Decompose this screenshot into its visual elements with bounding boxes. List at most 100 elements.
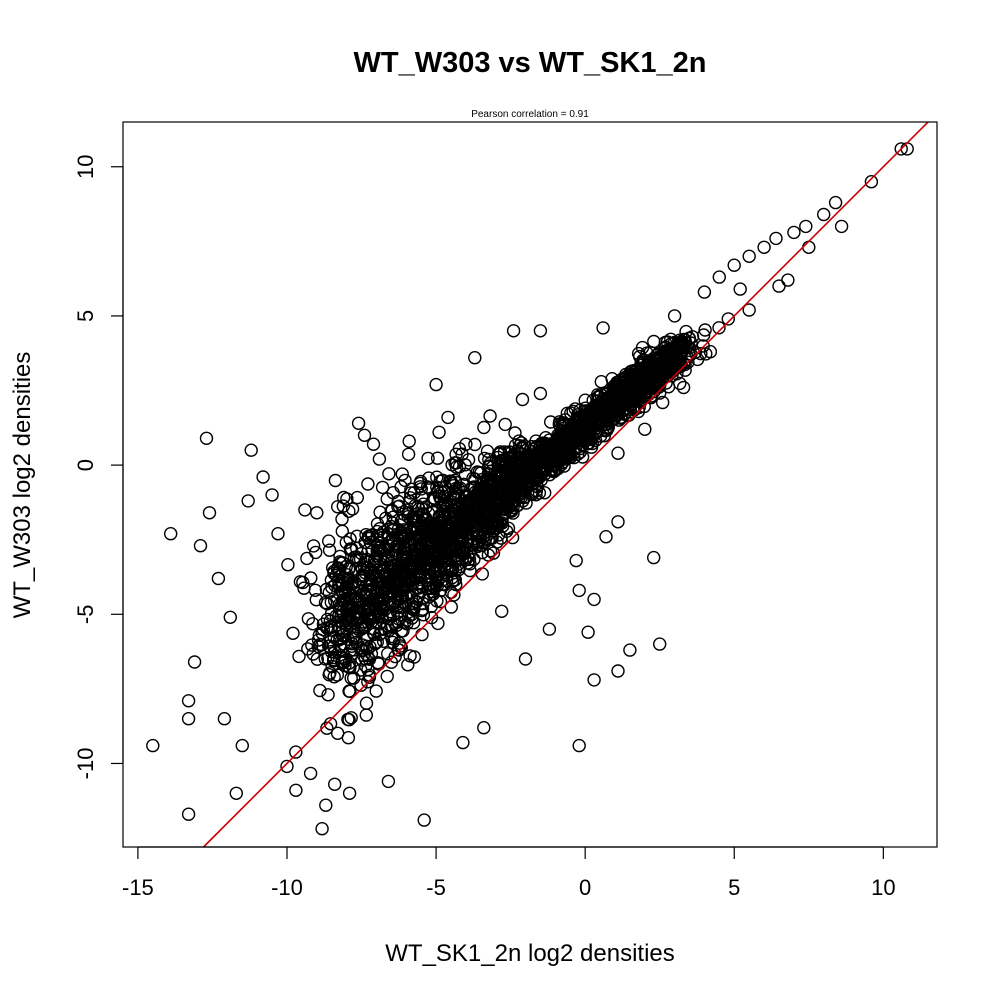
data-point xyxy=(414,520,428,534)
data-point xyxy=(322,534,336,548)
data-point xyxy=(499,483,514,498)
data-point xyxy=(603,406,617,420)
data-point xyxy=(334,598,348,612)
data-point xyxy=(343,643,357,658)
data-point xyxy=(384,504,398,518)
data-point xyxy=(310,506,324,520)
data-point xyxy=(363,566,377,580)
data-point xyxy=(449,577,463,592)
data-point xyxy=(504,498,519,513)
data-point xyxy=(444,600,458,614)
data-point xyxy=(345,502,360,516)
data-point xyxy=(373,552,387,566)
data-point xyxy=(289,783,303,797)
data-point xyxy=(341,712,355,727)
data-point xyxy=(658,340,673,354)
data-point xyxy=(605,372,619,386)
data-point xyxy=(569,553,583,568)
data-point xyxy=(366,437,381,451)
data-point xyxy=(415,627,429,642)
data-point xyxy=(364,647,379,661)
data-point xyxy=(601,397,615,411)
data-point xyxy=(456,735,470,750)
data-point xyxy=(350,490,364,505)
data-point xyxy=(802,240,816,255)
data-point xyxy=(363,584,377,598)
data-point xyxy=(652,369,666,383)
data-point xyxy=(506,500,520,515)
data-point xyxy=(361,662,375,677)
data-point xyxy=(292,649,306,664)
data-point xyxy=(318,652,332,666)
data-point xyxy=(397,551,411,565)
data-point xyxy=(511,479,525,493)
data-point xyxy=(556,447,570,462)
data-point xyxy=(312,628,326,642)
data-point xyxy=(697,328,711,342)
data-point xyxy=(542,622,557,636)
data-point xyxy=(416,497,430,511)
data-point xyxy=(399,554,413,568)
y-tick-label: 0 xyxy=(73,459,98,471)
data-point xyxy=(733,282,747,296)
data-point xyxy=(697,285,712,299)
data-point xyxy=(362,602,377,616)
data-point xyxy=(362,670,377,684)
data-point xyxy=(633,349,647,364)
data-point xyxy=(343,684,357,699)
data-point xyxy=(430,480,444,494)
data-point xyxy=(355,569,369,584)
data-point xyxy=(337,594,351,609)
data-point xyxy=(757,240,771,255)
y-tick-label: -5 xyxy=(73,605,98,625)
data-point xyxy=(656,395,670,410)
data-point xyxy=(596,321,610,335)
dense-point-cloud xyxy=(281,321,726,836)
data-point xyxy=(477,515,491,529)
data-point xyxy=(449,456,464,470)
data-point xyxy=(647,550,661,565)
data-point xyxy=(404,565,418,579)
data-point xyxy=(323,666,337,680)
data-point xyxy=(533,324,548,338)
data-point xyxy=(328,645,342,659)
data-point xyxy=(571,418,585,432)
data-point xyxy=(300,551,314,566)
data-point xyxy=(414,474,428,489)
x-tick-label: -15 xyxy=(122,875,154,900)
data-point xyxy=(331,726,345,740)
data-point xyxy=(586,412,600,426)
data-point xyxy=(557,433,571,447)
data-point xyxy=(493,516,507,530)
data-point xyxy=(649,353,663,367)
data-point xyxy=(373,541,387,555)
data-point xyxy=(799,219,813,234)
data-point xyxy=(289,745,303,759)
data-point xyxy=(647,334,661,349)
y-axis-label: WT_W303 log2 densities xyxy=(9,352,36,619)
data-point xyxy=(340,618,354,632)
data-point xyxy=(241,494,255,508)
data-point xyxy=(306,617,320,631)
data-point xyxy=(384,655,399,669)
data-point xyxy=(211,571,226,586)
data-point xyxy=(388,543,403,558)
data-point xyxy=(313,637,327,652)
data-point xyxy=(395,467,409,481)
data-point xyxy=(610,409,624,423)
data-point xyxy=(286,626,300,640)
data-point xyxy=(530,480,544,494)
data-point xyxy=(611,515,625,529)
data-point xyxy=(434,538,448,552)
data-point xyxy=(447,479,461,493)
data-point xyxy=(464,537,479,551)
data-point xyxy=(480,444,495,458)
data-point xyxy=(441,410,455,425)
x-tick-label: 10 xyxy=(871,875,895,900)
data-point xyxy=(408,537,422,551)
data-point xyxy=(477,721,491,735)
data-point xyxy=(448,553,462,568)
chart-subtitle: Pearson correlation = 0.91 xyxy=(471,109,589,120)
data-point xyxy=(319,798,333,812)
